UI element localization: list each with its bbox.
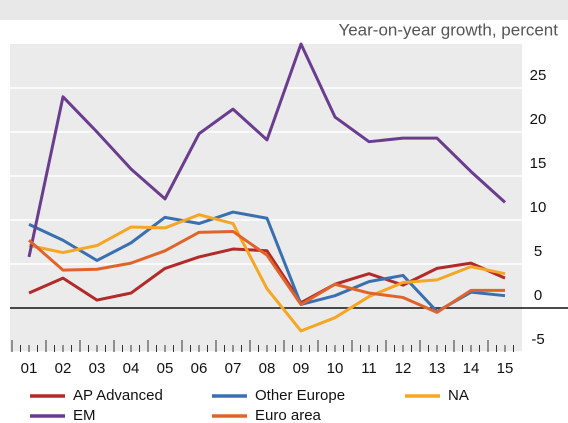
series-line	[27, 42, 507, 258]
y-tick-label: 15	[530, 155, 547, 172]
x-tick-label: 10	[327, 360, 344, 377]
x-tick-label: 06	[191, 360, 208, 377]
x-tick-label: 14	[463, 360, 480, 377]
x-tick-label: 02	[55, 360, 72, 377]
x-tick-label: 05	[157, 360, 174, 377]
series-line	[28, 229, 505, 314]
x-tick-label: 12	[395, 360, 412, 377]
legend-label: EM	[73, 407, 96, 423]
x-tick-label: 03	[89, 360, 106, 377]
series-line	[28, 247, 506, 305]
x-tick-label: 01	[21, 360, 38, 377]
legend-label: Euro area	[255, 407, 322, 423]
x-tick-label: 11	[361, 360, 377, 377]
series-line	[28, 213, 506, 333]
y-tick-label: 10	[530, 199, 547, 216]
y-tick-label: 25	[530, 67, 547, 84]
y-tick-label: 20	[530, 111, 547, 128]
series-line	[28, 210, 506, 314]
legend-label: NA	[448, 387, 469, 404]
x-tick-label: 07	[225, 360, 242, 377]
y-tick-label: -5	[531, 331, 544, 348]
x-tick-label: 13	[429, 360, 446, 377]
x-tick-label: 08	[259, 360, 276, 377]
legend-label: Other Europe	[255, 387, 345, 404]
y-tick-label: 5	[534, 243, 542, 260]
legend-label: AP Advanced	[73, 387, 163, 404]
x-tick-label: 15	[497, 360, 514, 377]
x-tick-label: 04	[123, 360, 140, 377]
y-tick-label: 0	[534, 287, 542, 304]
x-tick-label: 09	[293, 360, 310, 377]
top-band	[0, 0, 568, 20]
subtitle: Year-on-year growth, percent	[338, 20, 558, 39]
